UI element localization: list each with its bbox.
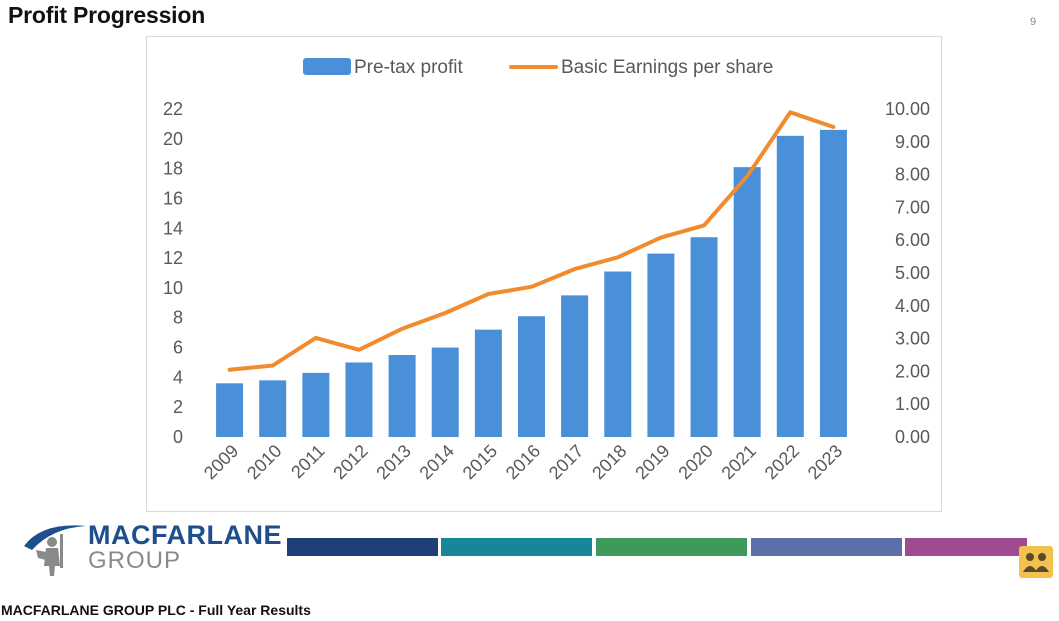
knight-logo-icon bbox=[24, 525, 86, 576]
y-left-tick-label: 10 bbox=[163, 278, 183, 298]
y-right-tick-label: 1.00 bbox=[895, 394, 930, 414]
macfarlane-logo: MACFARLANE GROUP bbox=[22, 520, 282, 578]
logo-text-line1: MACFARLANE bbox=[88, 520, 282, 550]
y-left-tick-label: 14 bbox=[163, 218, 183, 238]
y-right-tick-label: 10.00 bbox=[885, 99, 930, 119]
y-right-tick-label: 6.00 bbox=[895, 230, 930, 250]
x-tick-label: 2022 bbox=[761, 441, 803, 483]
x-tick-label: 2009 bbox=[200, 441, 242, 483]
y-right-tick-label: 4.00 bbox=[895, 296, 930, 316]
x-tick-label: 2011 bbox=[287, 441, 329, 483]
y-left-tick-label: 8 bbox=[173, 308, 183, 328]
bar-2009 bbox=[216, 383, 244, 437]
x-tick-label: 2023 bbox=[804, 441, 846, 483]
y-right-tick-label: 8.00 bbox=[895, 165, 930, 185]
bar-2012 bbox=[345, 362, 373, 437]
logo-text-line2: GROUP bbox=[88, 547, 182, 574]
x-tick-label: 2017 bbox=[545, 441, 587, 483]
y-left-tick-label: 12 bbox=[163, 248, 183, 268]
bar-2011 bbox=[302, 372, 330, 437]
x-tick-label: 2018 bbox=[588, 441, 630, 483]
bar-2019 bbox=[647, 253, 675, 437]
y-right-tick-label: 3.00 bbox=[895, 329, 930, 349]
bar-2018 bbox=[604, 271, 632, 437]
bar-2021 bbox=[733, 167, 761, 438]
color-bar-1 bbox=[287, 538, 438, 556]
slide-title: Profit Progression bbox=[8, 2, 206, 28]
y-left-tick-label: 6 bbox=[173, 338, 183, 358]
color-bar-2 bbox=[441, 538, 592, 556]
y-left-tick-label: 0 bbox=[173, 427, 183, 447]
x-tick-label: 2012 bbox=[329, 441, 371, 483]
y-left-tick-label: 20 bbox=[163, 129, 183, 149]
bar-2016 bbox=[518, 316, 545, 437]
legend-label-pretax: Pre-tax profit bbox=[354, 57, 463, 78]
bar-2010 bbox=[259, 380, 287, 437]
footer-text: MACFARLANE GROUP PLC - Full Year Results bbox=[1, 602, 311, 618]
x-tick-label: 2019 bbox=[631, 441, 673, 483]
x-tick-label: 2015 bbox=[459, 441, 501, 483]
bar-2013 bbox=[388, 355, 416, 437]
x-tick-label: 2021 bbox=[718, 441, 760, 483]
bar-2014 bbox=[431, 347, 459, 437]
legend-swatch-pretax bbox=[303, 58, 351, 75]
x-tick-label: 2020 bbox=[674, 441, 716, 483]
y-right-tick-label: 9.00 bbox=[895, 132, 930, 152]
bar-2020 bbox=[690, 237, 718, 437]
y-right-tick-label: 5.00 bbox=[895, 263, 930, 283]
people-icon[interactable] bbox=[1019, 546, 1053, 578]
y-left-tick-label: 16 bbox=[163, 188, 183, 208]
y-right-tick-label: 7.00 bbox=[895, 197, 930, 217]
y-right-tick-label: 0.00 bbox=[895, 427, 930, 447]
x-tick-label: 2014 bbox=[416, 441, 458, 483]
y-right-tick-label: 2.00 bbox=[895, 361, 930, 381]
y-left-tick-label: 4 bbox=[173, 367, 183, 387]
x-tick-label: 2013 bbox=[372, 441, 414, 483]
x-tick-label: 2016 bbox=[502, 441, 544, 483]
bar-2015 bbox=[474, 329, 502, 437]
y-left-tick-label: 2 bbox=[173, 397, 183, 417]
color-bar-4 bbox=[751, 538, 902, 556]
bar-2017 bbox=[561, 295, 589, 437]
x-tick-label: 2010 bbox=[243, 441, 285, 483]
bar-2022 bbox=[776, 135, 804, 437]
color-bar-3 bbox=[596, 538, 747, 556]
y-left-tick-label: 22 bbox=[163, 99, 183, 119]
color-bar-5 bbox=[905, 538, 1027, 556]
bar-2023 bbox=[819, 129, 847, 437]
page-number: 9 bbox=[1030, 16, 1037, 28]
legend-label-eps: Basic Earnings per share bbox=[561, 57, 773, 78]
y-left-tick-label: 18 bbox=[163, 159, 183, 179]
